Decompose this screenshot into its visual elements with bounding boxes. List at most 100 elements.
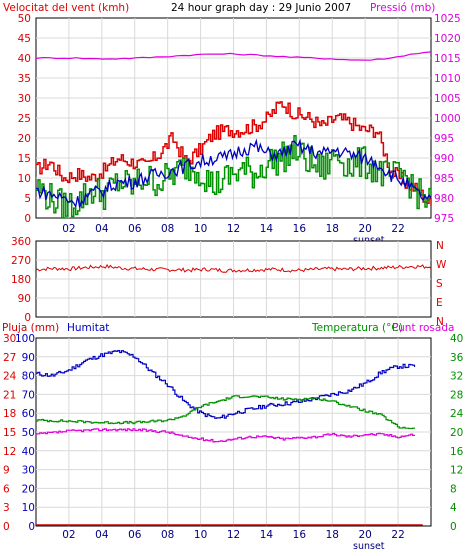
- p1-x-tick: 18: [326, 223, 339, 235]
- p1-y-right-tick: 1020: [434, 33, 461, 45]
- chart-title: 24 hour graph day : 29 Junio 2007: [171, 2, 351, 14]
- series-temperatura: [36, 395, 416, 430]
- dewpoint-title: Punt rosada: [392, 322, 454, 334]
- p3-y-rain-tick: 3: [3, 502, 10, 514]
- compass-label: E: [436, 297, 443, 309]
- p3-y-humidity-tick: 60: [22, 408, 35, 420]
- p1-x-tick: 08: [161, 223, 174, 235]
- p1-x-tick: 04: [95, 223, 109, 235]
- p3-x-tick: 04: [95, 529, 109, 541]
- p1-x-tick: 16: [293, 223, 307, 235]
- p3-y-temp-tick: 32: [450, 371, 463, 383]
- p3-x-tick: 10: [194, 529, 207, 541]
- p1-y-right-tick: 1025: [434, 13, 461, 25]
- p1-y-right-tick: 980: [434, 193, 454, 205]
- p3-y-rain-tick: 9: [3, 465, 10, 477]
- wind-pressure-chart: Velocitat del vent (kmh) 24 hour graph d…: [3, 2, 461, 246]
- p1-y-left-tick: 20: [18, 133, 31, 145]
- series-mitjana: [35, 138, 432, 209]
- p3-y-rain-tick: 0: [3, 521, 10, 533]
- p1-y-left-tick: 15: [18, 153, 31, 165]
- p3-y-humidity-tick: 90: [22, 352, 35, 364]
- p2-y-tick: 90: [18, 293, 31, 305]
- p1-y-left-tick: 5: [24, 193, 31, 205]
- p3-y-humidity-tick: 100: [15, 333, 35, 345]
- p3-x-tick: 06: [128, 529, 142, 541]
- p3-x-tick: 02: [62, 529, 75, 541]
- p2-y-tick: 360: [11, 236, 31, 248]
- p3-y-rain-tick: 15: [3, 427, 16, 439]
- wind-title: Velocitat del vent (kmh): [3, 2, 129, 14]
- p3-y-temp-tick: 12: [450, 465, 463, 477]
- p3-y-humidity-tick: 0: [28, 521, 35, 533]
- p3-x-tick: 16: [293, 529, 307, 541]
- p1-y-right-tick: 1000: [434, 113, 461, 125]
- p3-y-temp-tick: 20: [450, 427, 463, 439]
- humidity-title: Humitat: [67, 322, 109, 334]
- p3-y-rain-tick: 24: [3, 371, 17, 383]
- series-ratxa: [36, 134, 432, 219]
- series-punt-rosada: [36, 428, 416, 443]
- p3-x-tick: 22: [391, 529, 404, 541]
- p3-y-humidity-tick: 80: [22, 371, 35, 383]
- p3-y-temp-tick: 8: [450, 483, 457, 495]
- p3-y-humidity-tick: 30: [22, 465, 35, 477]
- pressure-title: Pressió (mb): [370, 2, 435, 14]
- p3-y-rain-tick: 21: [3, 389, 16, 401]
- p1-x-tick: 02: [62, 223, 75, 235]
- p1-y-left-tick: 0: [24, 213, 31, 225]
- p3-y-temp-tick: 16: [450, 446, 464, 458]
- p3-x-tick: 20: [358, 529, 371, 541]
- p1-x-tick: 14: [260, 223, 274, 235]
- p1-y-left-tick: 25: [18, 113, 31, 125]
- p3-y-rain-tick: 6: [3, 483, 10, 495]
- p3-y-humidity-tick: 10: [22, 502, 35, 514]
- series-pressi-: [35, 51, 432, 61]
- p3-y-temp-tick: 0: [450, 521, 457, 533]
- series-wind-direction: [35, 263, 432, 273]
- p1-y-left-tick: 10: [18, 173, 31, 185]
- p2-y-tick: 0: [24, 312, 31, 324]
- p3-y-temp-tick: 36: [450, 352, 464, 364]
- p3-x-tick: 18: [326, 529, 339, 541]
- compass-label: N: [436, 240, 444, 252]
- p1-x-tick: 10: [194, 223, 207, 235]
- p1-x-tick: 20: [358, 223, 371, 235]
- p3-y-humidity-tick: 40: [22, 446, 35, 458]
- p1-y-right-tick: 985: [434, 173, 454, 185]
- p3-y-rain-tick: 12: [3, 446, 16, 458]
- p1-y-right-tick: 995: [434, 133, 454, 145]
- series-velocitat-del-vent: [36, 101, 432, 206]
- p3-y-rain-tick: 18: [3, 408, 16, 420]
- compass-label: S: [436, 278, 443, 290]
- p2-y-tick: 180: [11, 274, 31, 286]
- p3-x-tick: 12: [227, 529, 240, 541]
- temperature-title: Temperatura (°C): [311, 322, 403, 334]
- p1-y-right-tick: 1005: [434, 93, 461, 105]
- p1-y-right-tick: 1015: [434, 53, 461, 65]
- p3-y-humidity-tick: 70: [22, 389, 35, 401]
- p1-y-left-tick: 50: [18, 13, 31, 25]
- p1-y-left-tick: 45: [18, 33, 31, 45]
- p3-y-humidity-tick: 20: [22, 483, 35, 495]
- p1-y-right-tick: 1010: [434, 73, 461, 85]
- p1-y-left-tick: 30: [18, 93, 31, 105]
- p3-y-temp-tick: 40: [450, 333, 463, 345]
- p3-y-temp-tick: 24: [450, 408, 464, 420]
- p3-x-tick: 14: [260, 529, 274, 541]
- p1-y-left-tick: 40: [18, 53, 31, 65]
- compass-label: W: [436, 259, 447, 271]
- p3-y-temp-tick: 4: [450, 502, 457, 514]
- p2-y-tick: 270: [11, 255, 31, 267]
- humidity-temperature-chart: Pluja (mm) Humitat Temperatura (°C) Punt…: [2, 322, 464, 552]
- p1-x-tick: 22: [391, 223, 404, 235]
- p1-y-left-tick: 35: [18, 73, 31, 85]
- p3-x-tick: 08: [161, 529, 174, 541]
- p3-y-rain-tick: 27: [3, 352, 16, 364]
- sunset-label-bottom: sunset: [353, 541, 385, 552]
- p1-x-tick: 12: [227, 223, 240, 235]
- p1-y-right-tick: 975: [434, 213, 454, 225]
- series-humitat: [36, 350, 416, 419]
